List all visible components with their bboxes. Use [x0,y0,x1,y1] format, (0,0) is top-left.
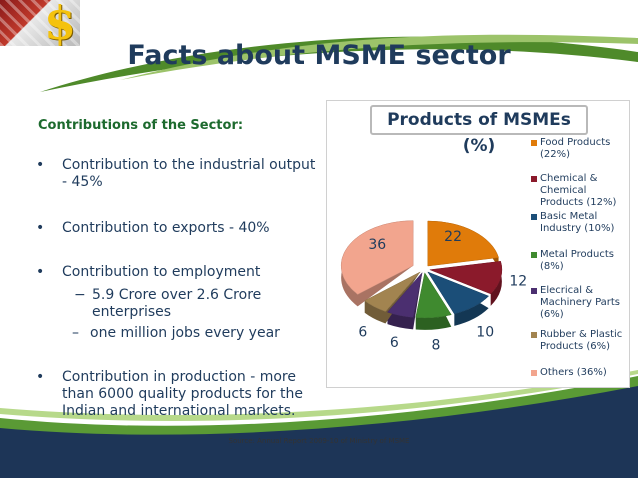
legend-swatch [531,370,537,376]
chart-title: Products of MSMEs (%) [370,105,588,156]
bottom-band [0,380,638,478]
bullet-text: Contribution in production - more than 6… [62,369,303,419]
page-title: Facts about MSME sector [127,40,511,71]
bullet-text: Contribution to the industrial output - … [62,157,316,190]
pie-slice [340,220,414,295]
bullet-text: Contribution to exports - 40% [62,220,270,236]
legend-label: Rubber & Plastic Products (6%) [540,329,623,352]
legend-swatch [531,214,537,220]
bullet-dot-icon: • [36,157,45,173]
legend-label: Metal Products (8%) [540,249,614,272]
bullet-dot-icon: • [36,264,45,280]
top-swoosh-light [120,34,638,80]
bottom-swoosh [0,376,638,435]
pie-slice-side [364,272,421,324]
sub-bullet-text: 5.9 Crore over 2.6 Crore enterprises [92,287,262,320]
pie-data-label: 12 [509,273,527,289]
pie-slice [429,261,503,295]
pie-slice [387,271,423,318]
pie-data-label: 10 [476,324,494,340]
source-note: Source: Annual Report 2009-10 of Ministr… [228,437,410,445]
pie-chart: 22 12 10 8 6 6 36 [340,220,527,354]
pie-data-label: 22 [444,229,462,245]
legend-swatch [531,140,537,146]
maze-pattern [0,0,80,46]
pie-slice [427,271,490,315]
pie-data-label: 36 [368,237,386,253]
legend-label: Elecrical & Machinery Parts (6%) [540,285,621,320]
pie-slice [364,271,421,312]
sub-bullet-dash: − [74,287,86,303]
legend-swatch [531,332,537,338]
dollar-icon: $ [44,0,77,46]
legend-swatch [531,252,537,258]
pie-data-label: 6 [390,335,399,351]
legend-label: Chemical & Chemical Products (12%) [540,173,617,208]
sub-bullet-text: one million jobs every year [90,325,280,341]
legend-label: Food Products (22%) [540,137,611,160]
bullet-text: Contribution to employment [62,264,261,280]
legend-label: Basic Metal Industry (10%) [540,211,615,234]
legend-swatch [531,176,537,182]
sub-bullet-dash: – [72,325,79,341]
legend-swatch [531,288,537,294]
pie-slice [427,220,499,267]
pie-data-label: 6 [358,324,367,340]
pie-slice [415,272,452,319]
pie-data-label: 8 [432,338,441,354]
bullet-dot-icon: • [36,369,45,385]
dollar-logo: $ [0,0,80,46]
pie-slice-side [415,272,452,330]
bullet-dot-icon: • [36,220,45,236]
pie-slice-side [387,272,423,330]
legend-label: Others (36%) [540,367,607,378]
bottom-swoosh-light [0,370,638,421]
pie-chart-panel: 22 12 10 8 6 6 36 Products of MSMEs (%) Food P… [326,100,630,388]
section-subheading: Contributions of the Sector: [38,118,244,133]
pie-slice-side [427,272,489,326]
